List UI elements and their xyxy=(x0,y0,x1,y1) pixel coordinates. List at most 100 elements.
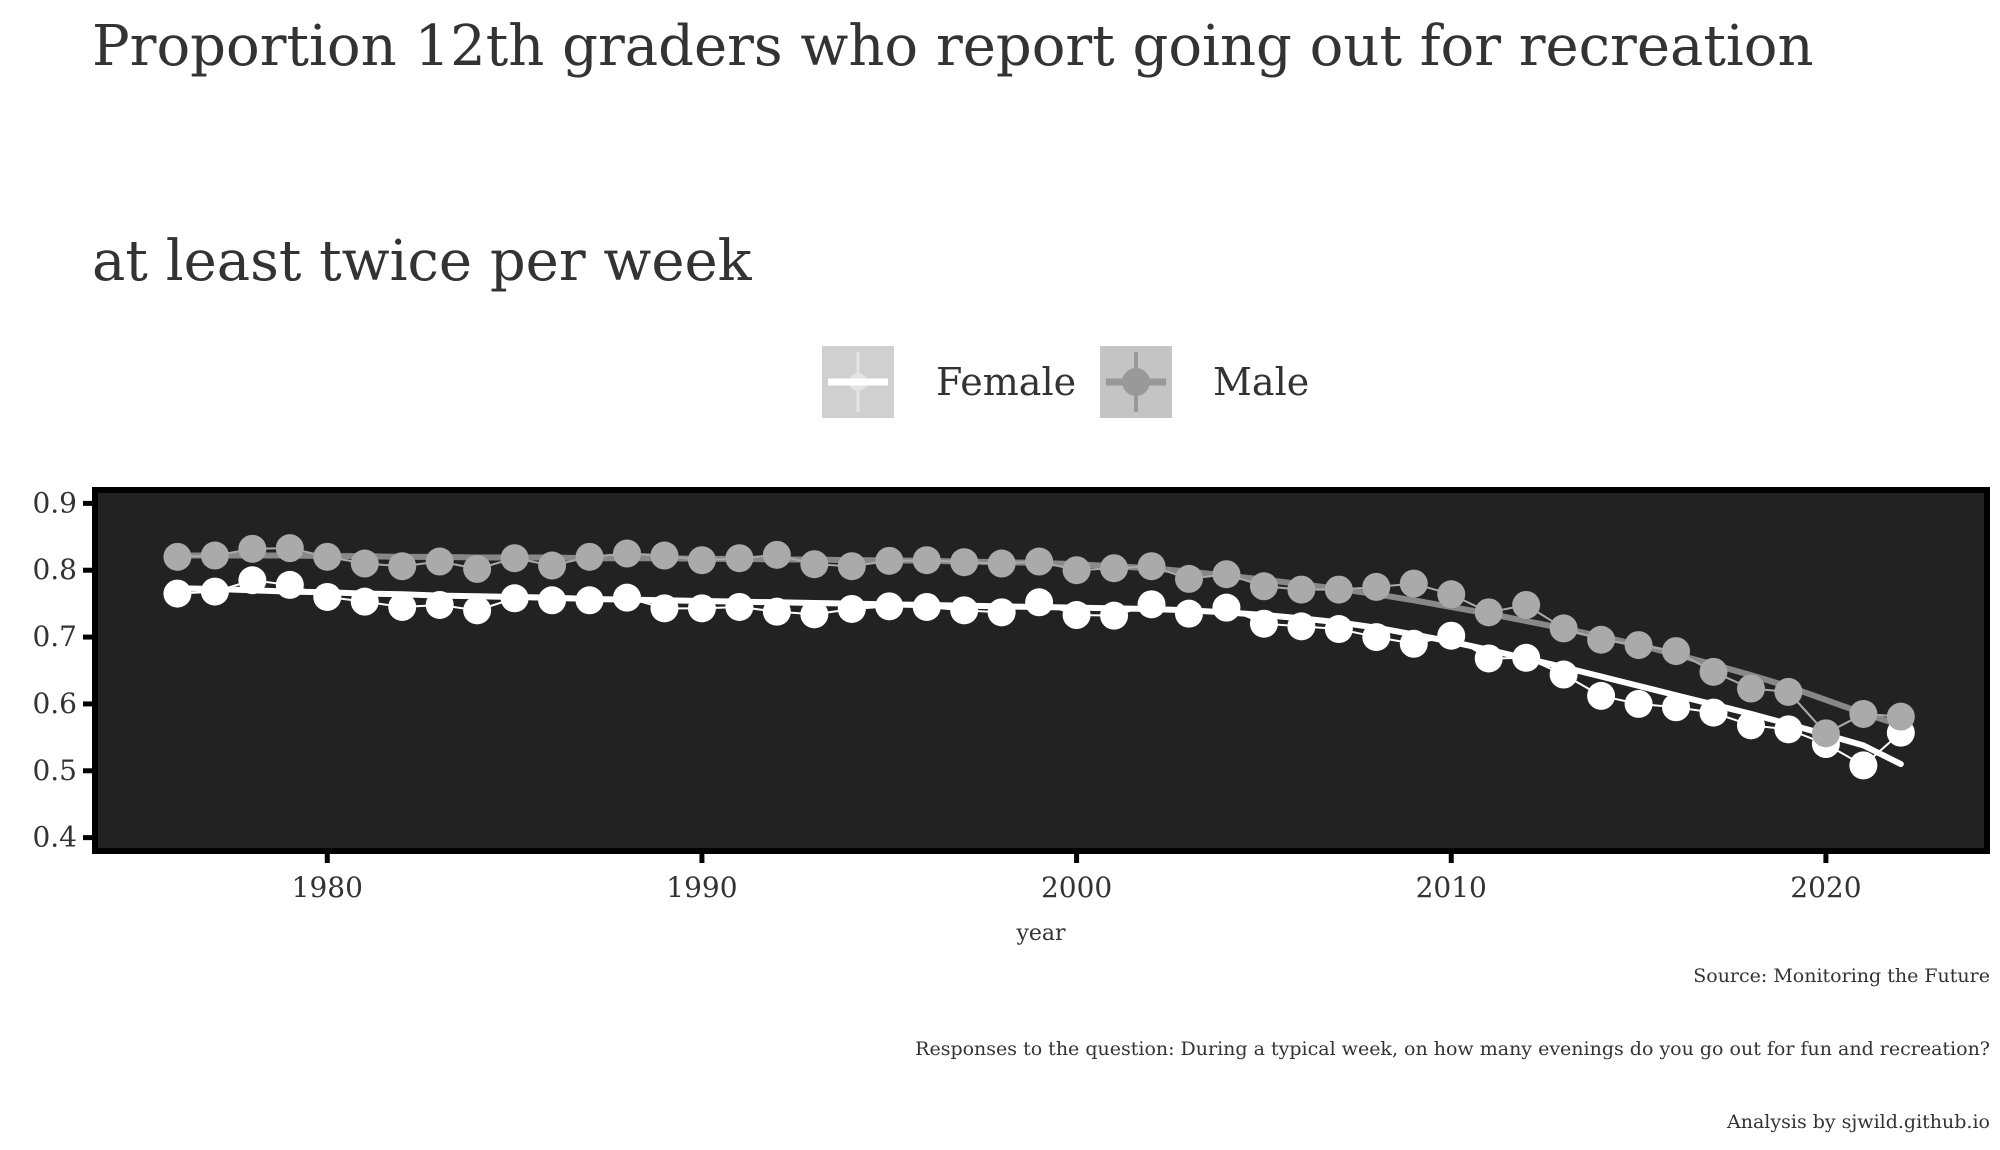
series-layer xyxy=(163,534,1915,780)
male-point xyxy=(1736,674,1765,703)
male-point xyxy=(687,546,716,575)
male-point xyxy=(1100,554,1129,583)
male-point xyxy=(1137,552,1166,581)
male-point xyxy=(1324,575,1353,604)
female-point xyxy=(350,587,379,616)
male-point xyxy=(725,544,754,573)
female-point xyxy=(1137,590,1166,619)
female-point xyxy=(1662,693,1691,722)
male-point xyxy=(1849,699,1878,728)
male-point xyxy=(762,540,791,569)
female-point xyxy=(1362,623,1391,652)
caption-source: Source: Monitoring the Future xyxy=(1693,965,1990,987)
male-point xyxy=(1549,614,1578,643)
female-point xyxy=(875,592,904,621)
y-tick-label: 0.5 xyxy=(32,754,77,787)
female-point xyxy=(762,597,791,626)
male-point xyxy=(650,541,679,570)
female-point xyxy=(987,598,1016,627)
female-point xyxy=(1549,660,1578,689)
female-point xyxy=(425,590,454,619)
female-point xyxy=(1512,643,1541,672)
female-point xyxy=(1100,601,1129,630)
male-point xyxy=(1512,590,1541,619)
female-point xyxy=(1774,715,1803,744)
male-point xyxy=(950,548,979,577)
female-point xyxy=(1249,609,1278,638)
female-point xyxy=(1324,615,1353,644)
male-point xyxy=(1474,598,1503,627)
male-point xyxy=(1249,572,1278,601)
male-point xyxy=(1062,556,1091,585)
female-point xyxy=(1624,689,1653,718)
male-point xyxy=(1587,625,1616,654)
caption-question: Responses to the question: During a typi… xyxy=(915,1038,1990,1060)
female-point xyxy=(725,592,754,621)
male-point xyxy=(837,552,866,581)
female-point xyxy=(950,596,979,625)
x-tick-label: 2000 xyxy=(1041,871,1112,904)
y-axis: 0.4 0.5 0.6 0.7 0.8 0.9 xyxy=(32,486,95,854)
legend-key-female xyxy=(822,346,894,418)
male-point xyxy=(875,546,904,575)
male-point xyxy=(425,547,454,576)
x-axis: 1980 1990 2000 2010 2020 xyxy=(292,851,1862,904)
female-point xyxy=(1025,588,1054,617)
legend-key-male xyxy=(1100,346,1172,418)
male-point xyxy=(163,542,192,571)
female-point xyxy=(837,594,866,623)
legend: Female Male xyxy=(822,346,1309,418)
y-tick-label: 0.4 xyxy=(32,821,77,854)
female-point xyxy=(163,579,192,608)
female-point xyxy=(200,577,229,606)
male-point xyxy=(800,550,829,579)
y-tick-label: 0.7 xyxy=(32,620,77,653)
x-tick-label: 1980 xyxy=(292,871,363,904)
female-point xyxy=(687,594,716,623)
male-point xyxy=(1811,719,1840,748)
female-point xyxy=(538,586,567,615)
male-point xyxy=(1287,575,1316,604)
female-point xyxy=(1437,621,1466,650)
female-point xyxy=(1587,681,1616,710)
female-point xyxy=(1849,751,1878,780)
female-point xyxy=(275,570,304,599)
male-point xyxy=(987,549,1016,578)
male-point xyxy=(912,546,941,575)
male-point xyxy=(463,554,492,583)
female-point xyxy=(1474,644,1503,673)
male-point xyxy=(1886,702,1915,731)
series-male xyxy=(163,534,1915,748)
male-point xyxy=(575,542,604,571)
female-point xyxy=(650,594,679,623)
female-point xyxy=(1062,601,1091,630)
male-point xyxy=(1774,677,1803,706)
female-point xyxy=(613,583,642,612)
female-point xyxy=(1212,593,1241,622)
male-point xyxy=(1174,564,1203,593)
chart-title-line-2: at least twice per week xyxy=(92,229,753,294)
x-tick-label: 2020 xyxy=(1790,871,1861,904)
female-point xyxy=(1287,612,1316,641)
male-point xyxy=(500,544,529,573)
male-point xyxy=(1662,637,1691,666)
male-point xyxy=(1212,560,1241,589)
male-point xyxy=(275,534,304,563)
male-point xyxy=(1624,631,1653,660)
y-tick-label: 0.9 xyxy=(32,486,77,519)
male-point xyxy=(1399,569,1428,598)
legend-label-male: Male xyxy=(1213,360,1309,404)
y-tick-label: 0.8 xyxy=(32,553,77,586)
chart-title-line-1: Proportion 12th graders who report going… xyxy=(92,14,1814,79)
caption-analysis: Analysis by sjwild.github.io xyxy=(1726,1111,1990,1133)
female-point xyxy=(313,582,342,611)
female-point xyxy=(1399,629,1428,658)
male-point xyxy=(1025,547,1054,576)
male-point xyxy=(238,534,267,563)
male-point xyxy=(1699,657,1728,686)
female-point xyxy=(575,586,604,615)
x-tick-label: 1990 xyxy=(666,871,737,904)
male-point xyxy=(1362,572,1391,601)
male-point xyxy=(1437,580,1466,609)
